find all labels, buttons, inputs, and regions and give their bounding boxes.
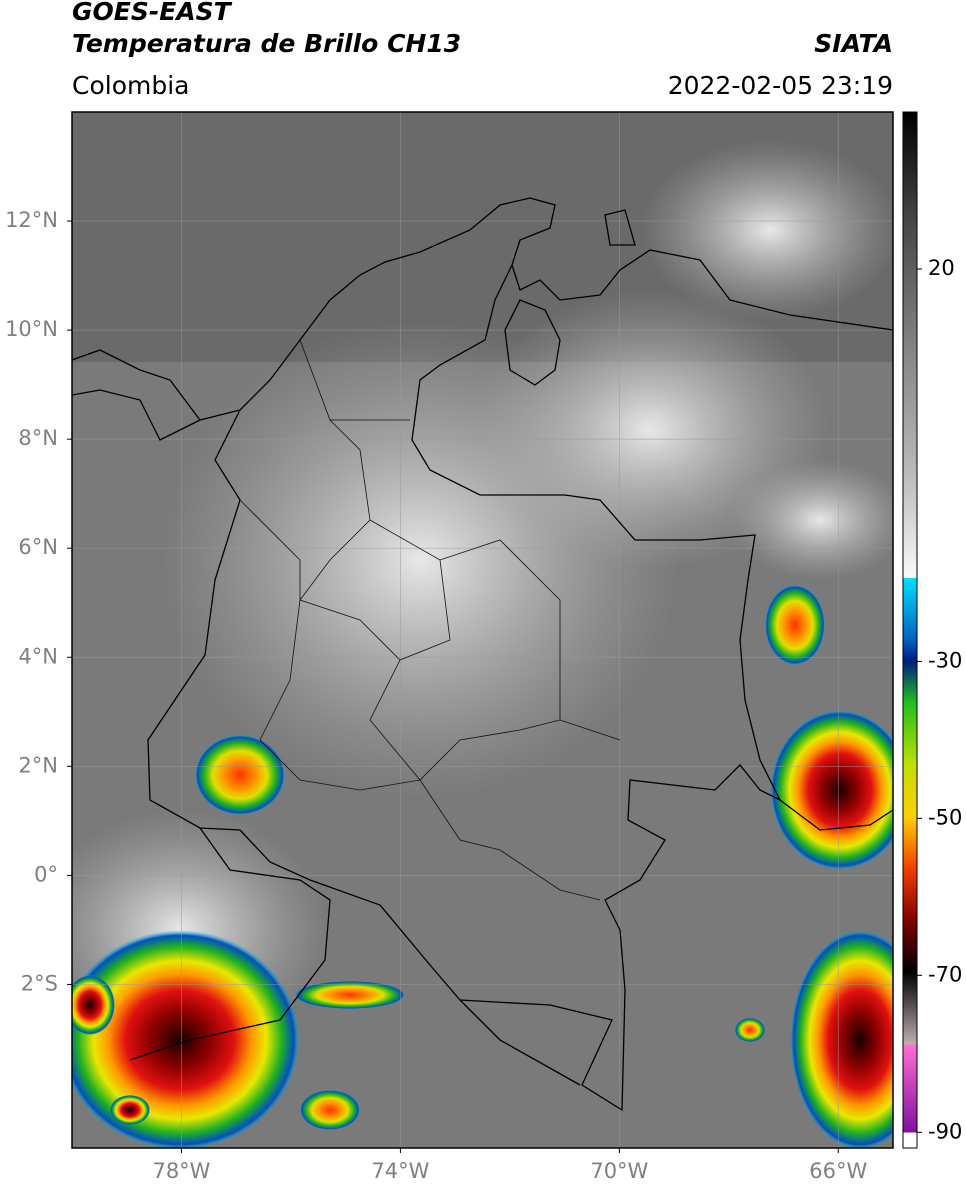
x-tick-label: 78°W <box>152 1159 210 1183</box>
x-tick-label: 74°W <box>371 1159 429 1183</box>
agency: SIATA <box>814 29 893 58</box>
colorbar-tick-label: -90 <box>928 1119 962 1143</box>
colorbar-tick-label: -70 <box>928 962 962 986</box>
x-tick-label: 66°W <box>809 1159 867 1183</box>
x-tick-label: 70°W <box>590 1159 648 1183</box>
map-frame <box>71 111 894 1149</box>
borders <box>72 197 893 1112</box>
y-tick-label: 4°N <box>18 644 58 668</box>
colorbar-tick-label: -30 <box>928 648 962 672</box>
title: GOES-EAST <box>72 0 233 26</box>
y-tick-label: 12°N <box>5 208 58 232</box>
subtitle: Temperatura de Brillo CH13 <box>72 29 461 58</box>
colorbar <box>902 111 918 1149</box>
datetime: 2022-02-05 23:19 <box>668 71 893 100</box>
colorbar-tick-label: 20 <box>928 256 955 280</box>
region: Colombia <box>72 71 189 100</box>
y-tick-label: 0° <box>34 862 58 886</box>
y-tick-label: 8°N <box>18 426 58 450</box>
y-tick-label: 2°S <box>21 971 58 995</box>
y-tick-label: 2°N <box>18 753 58 777</box>
graticule <box>72 112 893 1148</box>
satellite-image <box>72 112 893 1148</box>
y-tick-label: 6°N <box>18 535 58 559</box>
y-tick-label: 10°N <box>5 317 58 341</box>
colorbar-tick-label: -50 <box>928 805 962 829</box>
